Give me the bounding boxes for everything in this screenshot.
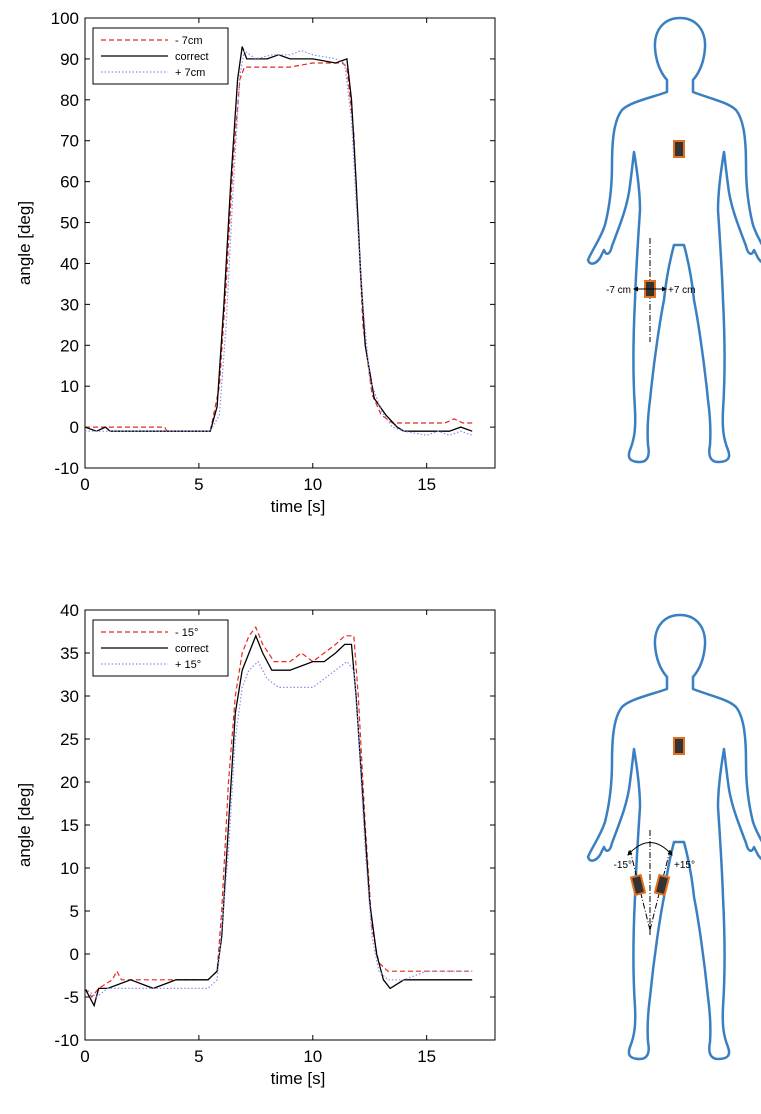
y-tick-label: 100	[51, 9, 79, 28]
y-tick-label: 90	[60, 50, 79, 69]
angle-arc-arrow	[627, 842, 673, 856]
y-tick-label: 0	[70, 945, 79, 964]
x-tick-label: 5	[194, 1047, 203, 1066]
y-tick-label: -10	[54, 1031, 79, 1050]
y-axis-label: angle [deg]	[15, 201, 34, 285]
y-tick-label: -5	[64, 988, 79, 1007]
legend-label-1: correct	[175, 51, 209, 63]
y-tick-label: 10	[60, 377, 79, 396]
y-tick-label: 25	[60, 730, 79, 749]
chart-2-sensor-angle: -10 -5 0 5 10 15 20 25 30 35 40 0 5 10 15 time [s] angle…	[15, 601, 496, 1088]
x-axis-label: time [s]	[271, 1069, 326, 1088]
legend-label-0: - 15°	[175, 627, 198, 639]
y-tick-label: 60	[60, 173, 79, 192]
x-tick-label: 0	[80, 1047, 89, 1066]
y-tick-label: 35	[60, 644, 79, 663]
thigh-sensor-left	[629, 873, 647, 897]
x-tick-label: 15	[417, 1047, 436, 1066]
body-diagram-2: -15° +15°	[586, 613, 761, 1061]
series-line-2	[85, 49, 473, 436]
x-tick-label: 5	[194, 475, 203, 494]
legend-label-0: - 7cm	[175, 35, 203, 47]
thigh-sensor-right	[653, 873, 671, 897]
y-tick-label: 70	[60, 132, 79, 151]
y-tick-label: -10	[54, 459, 79, 478]
x-tick-label: 10	[303, 475, 322, 494]
legend-label-2: + 7cm	[175, 67, 205, 79]
y-tick-label: 80	[60, 91, 79, 110]
y-tick-label: 5	[70, 902, 79, 921]
series-line-2	[85, 660, 473, 998]
series-line-0	[85, 62, 473, 432]
body-outline	[586, 613, 761, 1061]
y-tick-label: 0	[70, 418, 79, 437]
y-tick-label: 50	[60, 214, 79, 233]
series-group	[85, 626, 473, 1008]
legend-label-2: + 15°	[175, 659, 201, 671]
offset-label-right: +7 cm	[668, 285, 696, 296]
body-diagram-1: -7 cm +7 cm	[586, 16, 761, 464]
angle-label-left: -15°	[614, 860, 632, 871]
offset-label-left: -7 cm	[606, 285, 631, 296]
series-line-1	[85, 46, 473, 432]
legend-label-1: correct	[175, 643, 209, 655]
chest-sensor	[673, 737, 685, 755]
x-axis-label: time [s]	[271, 497, 326, 516]
chest-sensor	[673, 140, 685, 158]
y-axis-label: angle [deg]	[15, 783, 34, 867]
y-tick-label: 10	[60, 859, 79, 878]
body-outline	[586, 16, 761, 464]
y-tick-label: 40	[60, 601, 79, 620]
y-tick-label: 20	[60, 773, 79, 792]
x-tick-label: 0	[80, 475, 89, 494]
series-group	[85, 46, 473, 436]
y-tick-label: 30	[60, 687, 79, 706]
plot-area	[84, 609, 496, 1041]
plot-area	[84, 17, 496, 469]
y-tick-label: 20	[60, 336, 79, 355]
x-tick-label: 10	[303, 1047, 322, 1066]
series-line-1	[85, 634, 473, 1008]
y-tick-label: 40	[60, 254, 79, 273]
angle-label-right: +15°	[674, 860, 695, 871]
x-tick-label: 15	[417, 475, 436, 494]
y-tick-label: 15	[60, 816, 79, 835]
y-tick-label: 30	[60, 295, 79, 314]
